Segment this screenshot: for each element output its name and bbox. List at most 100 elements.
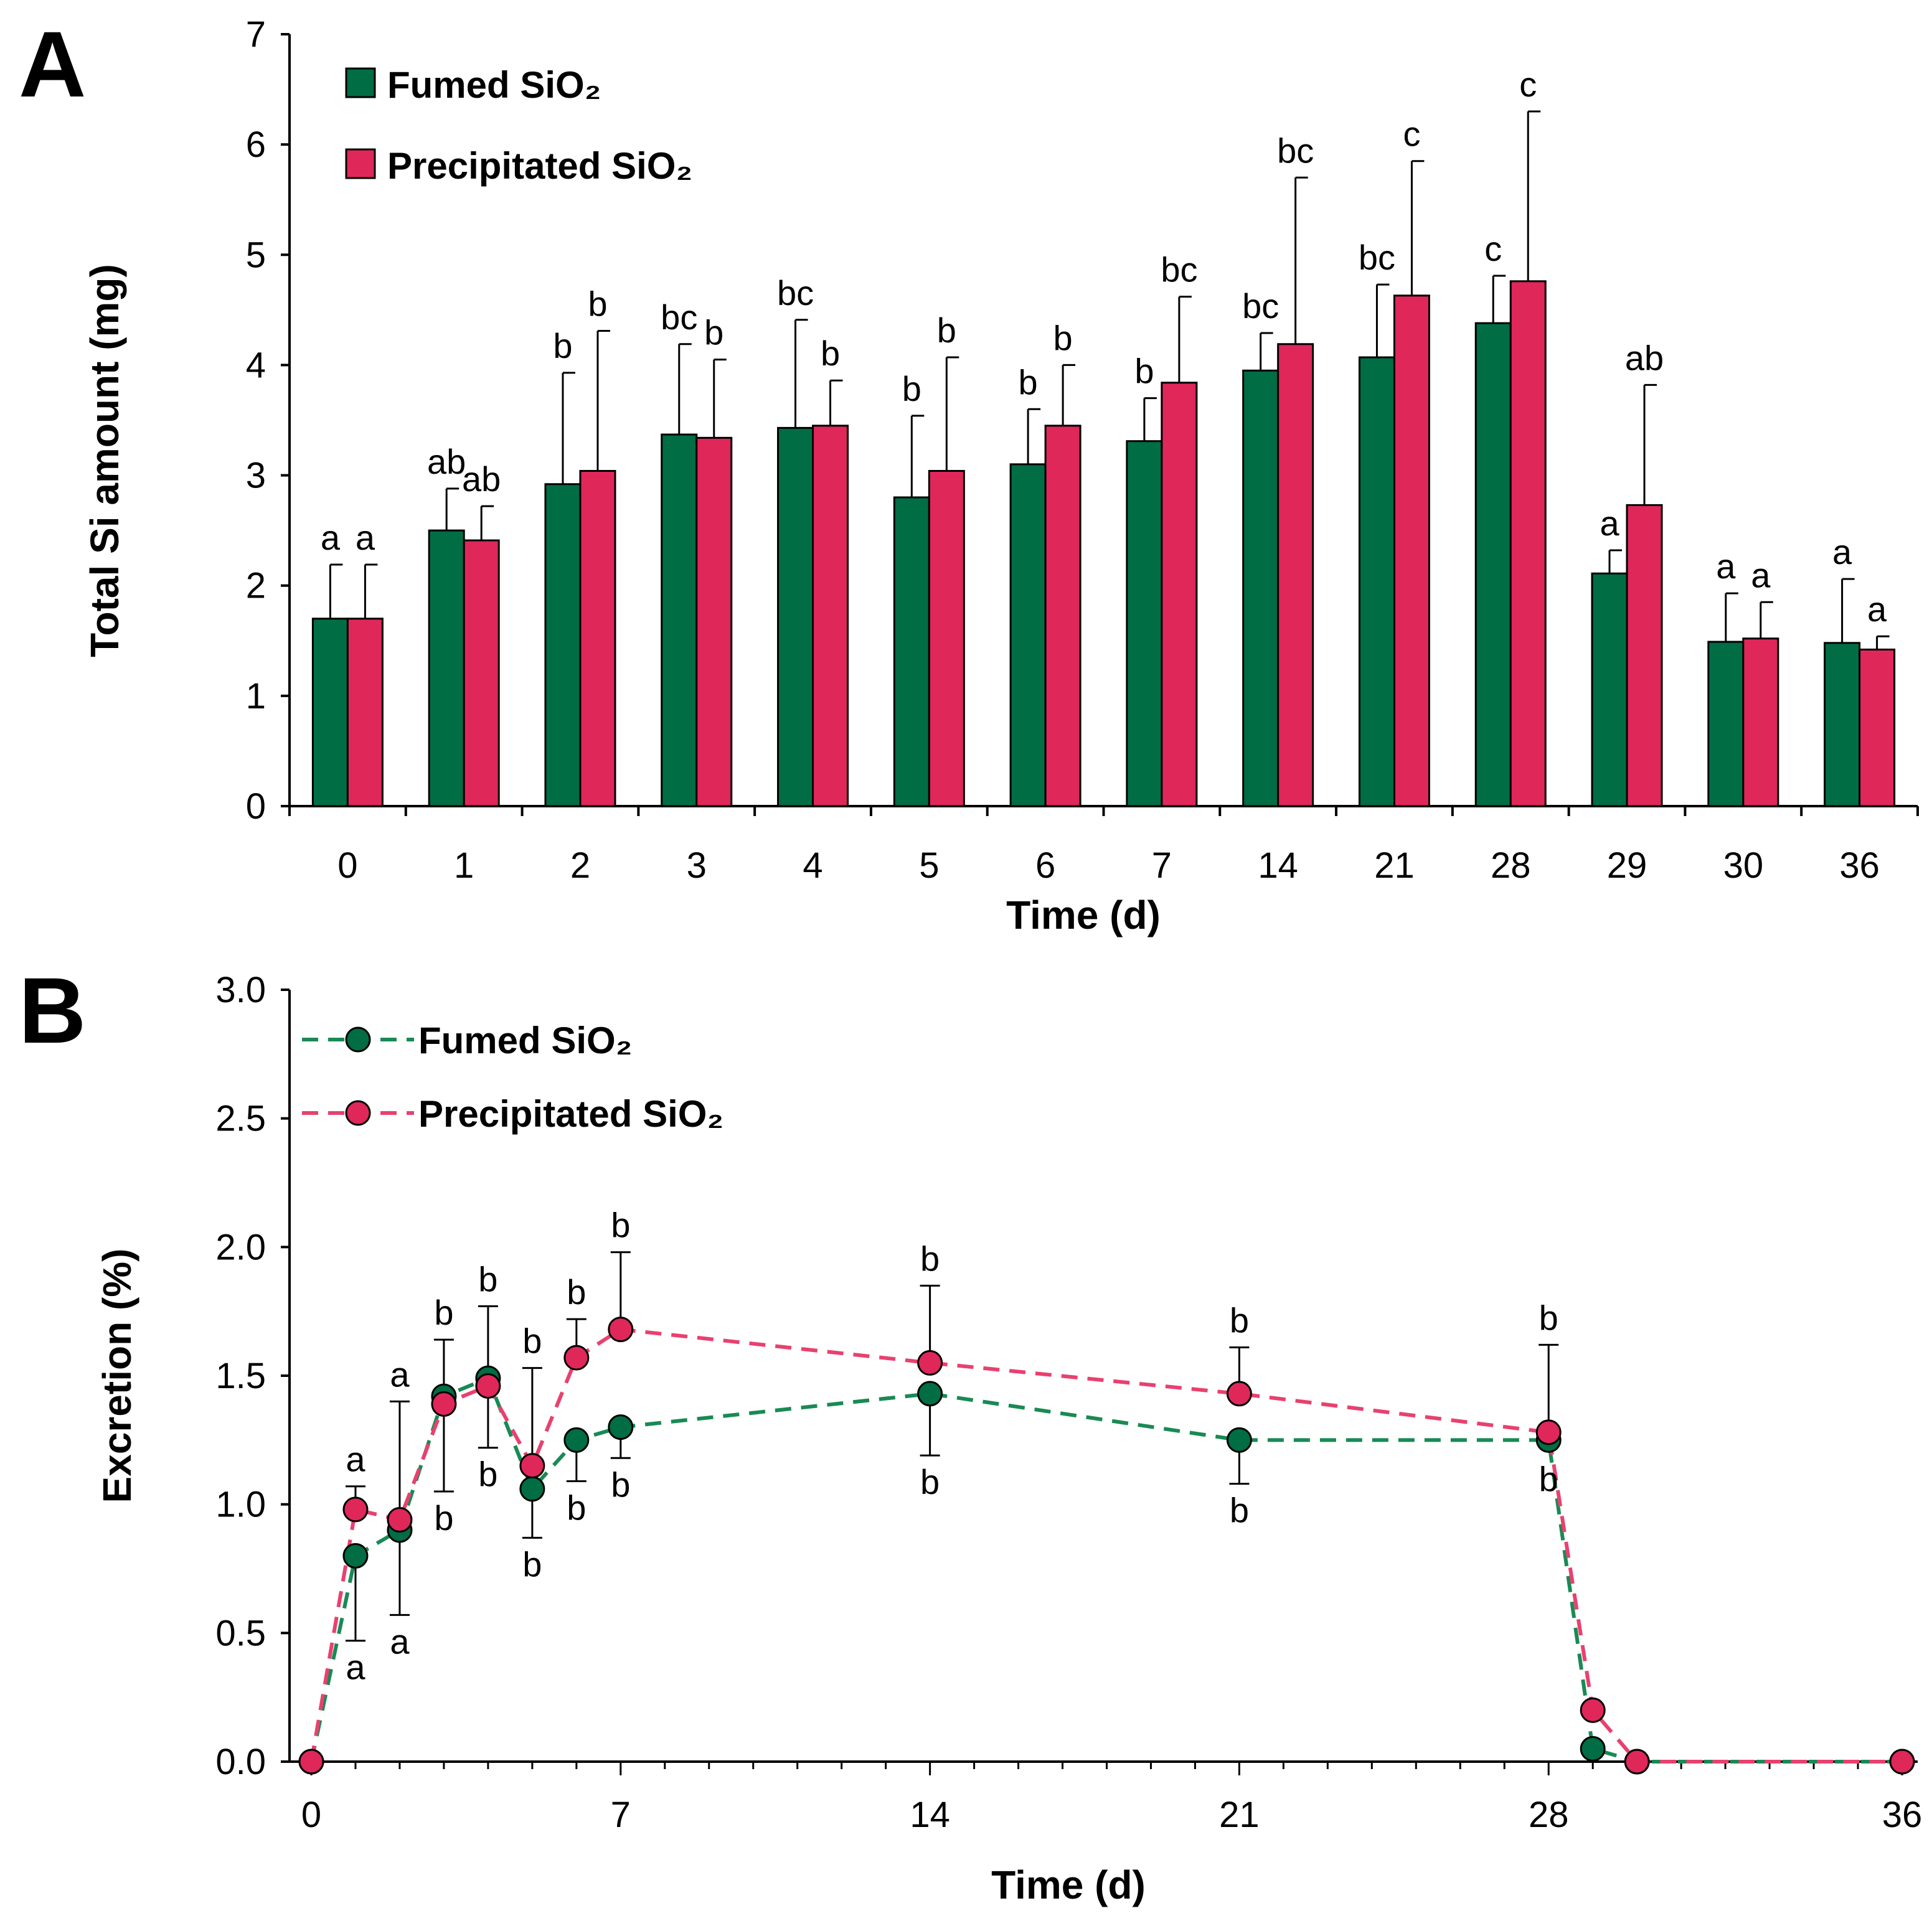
- data-point-precipitated: [563, 1345, 590, 1371]
- panel-a-legend: Fumed SiO₂ Precipitated SiO₂: [345, 64, 692, 187]
- legend-label: Precipitated SiO₂: [387, 145, 692, 187]
- significance-letter: b: [434, 1498, 453, 1538]
- panel-b-y-axis-title: Excretion (%): [95, 1249, 139, 1503]
- panel-a-y-tick-label: 7: [246, 14, 266, 55]
- significance-letter: b: [567, 1488, 586, 1527]
- legend-marker-fumed: [345, 1026, 371, 1053]
- bar-precipitated: [463, 539, 500, 807]
- bar-precipitated: [928, 469, 965, 807]
- legend-swatch-precipitated: [345, 148, 376, 179]
- data-point-fumed: [519, 1476, 545, 1502]
- bar-fumed: [777, 426, 814, 807]
- legend-marker-precipitated: [345, 1100, 371, 1126]
- significance-letter: b: [1134, 352, 1154, 391]
- significance-letter: b: [522, 1322, 542, 1361]
- data-point-precipitated: [1624, 1749, 1650, 1775]
- bar-fumed: [544, 483, 582, 807]
- legend-swatch-fumed: [345, 67, 376, 98]
- significance-letter: c: [1484, 229, 1502, 268]
- legend-label: Fumed SiO₂: [387, 64, 601, 106]
- panel-a-x-tick-label: 7: [1152, 845, 1172, 886]
- significance-letter: ab: [462, 459, 501, 499]
- significance-letter: b: [478, 1259, 497, 1299]
- data-point-precipitated: [917, 1350, 943, 1376]
- significance-letter: bc: [1161, 250, 1197, 289]
- significance-letter: bc: [661, 298, 697, 337]
- significance-letter: bc: [1242, 286, 1279, 326]
- panel-a-x-tick-label: 1: [454, 845, 474, 886]
- significance-letter: c: [1403, 115, 1420, 154]
- bar-precipitated: [346, 618, 384, 807]
- significance-letter: b: [902, 369, 921, 408]
- legend-label: Fumed SiO₂: [418, 1020, 632, 1061]
- data-point-precipitated: [519, 1453, 545, 1479]
- bar-fumed: [1242, 369, 1279, 807]
- panel-a-x-tick-label: 36: [1839, 845, 1880, 886]
- significance-letter: b: [920, 1462, 940, 1501]
- bar-precipitated: [1742, 637, 1779, 807]
- bar-precipitated: [1393, 294, 1430, 807]
- panel-a-y-tick-label: 2: [246, 566, 266, 606]
- bar-precipitated: [1626, 504, 1663, 807]
- panel-a-x-tick-label: 0: [337, 845, 357, 886]
- significance-letter: b: [588, 284, 607, 324]
- legend-label: Precipitated SiO₂: [418, 1093, 723, 1135]
- significance-letter: a: [1751, 555, 1771, 594]
- data-point-fumed: [342, 1543, 369, 1569]
- bar-fumed: [1824, 642, 1861, 807]
- significance-letter: b: [1230, 1491, 1249, 1530]
- bar-precipitated: [1277, 343, 1314, 807]
- panel-a-x-tick-label: 2: [570, 845, 590, 886]
- panel-a-y-tick-label: 0: [246, 786, 266, 827]
- bar-fumed: [1126, 440, 1163, 807]
- panel-a: A Total Si amount (mg) Time (d) 0 1 2 3 4 5 6 7…: [19, 12, 1919, 937]
- significance-letter: a: [1600, 504, 1619, 543]
- significance-letter: bc: [1359, 238, 1395, 277]
- bar-fumed: [1474, 322, 1512, 807]
- significance-letter: b: [920, 1239, 940, 1278]
- significance-letter: b: [937, 311, 956, 350]
- panel-b-x-axis-title: Time (d): [991, 1862, 1146, 1907]
- data-point-fumed: [1580, 1735, 1606, 1762]
- panel-b-letter: B: [19, 958, 86, 1063]
- bar-fumed: [311, 618, 349, 807]
- panel-a-x-tick-label: 5: [919, 845, 939, 886]
- panel-a-x-tick-label: 30: [1723, 845, 1764, 886]
- significance-letter: a: [1716, 547, 1736, 586]
- significance-letter: bc: [1277, 131, 1314, 170]
- panel-b-x-tick-label: 36: [1882, 1795, 1923, 1835]
- panel-a-x-tick-label: 6: [1035, 845, 1055, 886]
- bar-precipitated: [812, 425, 849, 807]
- data-point-precipitated: [387, 1506, 413, 1533]
- bar-precipitated: [1044, 425, 1081, 807]
- significance-letter: b: [434, 1293, 453, 1332]
- bar-precipitated: [1509, 280, 1547, 807]
- significance-letter: a: [390, 1355, 410, 1394]
- data-point-precipitated: [608, 1317, 634, 1343]
- series-line-fumed: [309, 1376, 1902, 1764]
- panel-a-x-tick-label: 28: [1491, 845, 1531, 886]
- bar-fumed: [661, 433, 698, 807]
- panel-a-x-tick-label: 4: [803, 845, 822, 886]
- panel-b-x-tick-label: 28: [1529, 1795, 1569, 1835]
- significance-letter: b: [1053, 318, 1073, 357]
- bar-fumed: [893, 496, 930, 807]
- significance-letter: b: [611, 1206, 630, 1245]
- panel-a-x-tick-label: 21: [1374, 845, 1415, 886]
- bar-precipitated: [1161, 382, 1198, 807]
- panel-a-y-tick-label: 3: [246, 456, 266, 496]
- bar-fumed: [1707, 641, 1745, 807]
- significance-letter: b: [704, 313, 723, 352]
- series-line-precipitated: [309, 1327, 1902, 1764]
- panel-b-y-tick-label: 2.5: [215, 1099, 266, 1139]
- significance-letter: b: [821, 334, 840, 373]
- data-point-precipitated: [1535, 1419, 1562, 1445]
- data-point-fumed: [917, 1381, 943, 1407]
- data-point-precipitated: [342, 1496, 369, 1523]
- bar-fumed: [1591, 572, 1628, 807]
- significance-letter: b: [567, 1272, 586, 1312]
- panel-a-y-tick-label: 1: [246, 676, 266, 716]
- significance-letter: b: [611, 1465, 630, 1504]
- panel-b-legend: Fumed SiO₂ Precipitated SiO₂: [302, 1020, 723, 1135]
